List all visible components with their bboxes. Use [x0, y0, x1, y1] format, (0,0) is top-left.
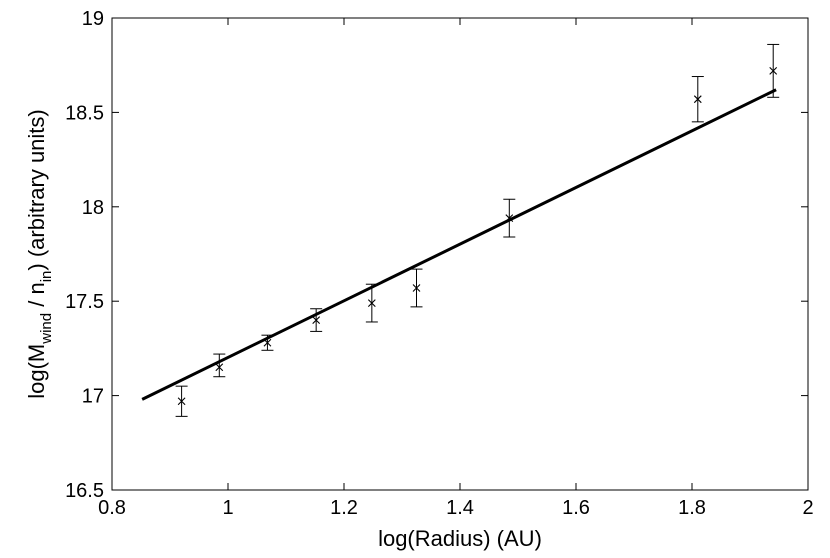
x-tick-labels: 0.8 1 1.2 1.4 1.6 1.8 2 [98, 497, 813, 519]
x-tick-label: 1.8 [678, 497, 706, 519]
y-tick-labels: 16.5 17 17.5 18 18.5 19 [65, 8, 104, 502]
marker-stroke [412, 284, 421, 292]
data-point-marker [312, 316, 321, 324]
marker-stroke [215, 363, 224, 372]
y-tick-label: 18 [82, 197, 104, 219]
plot-area [111, 17, 809, 491]
data-point-marker [367, 299, 376, 307]
data-point-marker [177, 397, 186, 406]
y-tick-label: 17.5 [65, 291, 104, 313]
y-axis-label-suffix: ) (arbitrary units) [24, 109, 49, 270]
x-tick-label: 1.4 [446, 497, 474, 519]
data-point-marker [769, 66, 778, 75]
marker-stroke [312, 316, 321, 324]
data-markers [177, 66, 778, 406]
y-axis-label-sub2: in [38, 271, 55, 283]
x-axis-label: log(Radius) (AU) [378, 526, 542, 551]
data-point-marker [215, 363, 224, 372]
marker-stroke [263, 338, 272, 347]
x-tick-label: 1.2 [330, 497, 358, 519]
y-axis-label-middle: / n [24, 282, 49, 313]
x-tick-label: 0.8 [98, 497, 126, 519]
x-tick-label: 1.6 [562, 497, 590, 519]
fit-line [141, 88, 777, 401]
data-point-marker [693, 95, 702, 104]
y-axis-label-sub1: wind [38, 313, 55, 345]
y-axis-label-prefix: log(M [24, 344, 49, 399]
x-tick-label: 1 [222, 497, 233, 519]
axis-ticks [111, 17, 809, 491]
y-tick-label: 18.5 [65, 102, 104, 124]
marker-stroke [769, 66, 778, 75]
marker-stroke [693, 95, 702, 104]
fit-line-path [141, 88, 777, 401]
y-tick-label: 17 [82, 386, 104, 408]
y-axis-label: log(Mwind / nin) (arbitrary units) [24, 109, 55, 399]
marker-stroke [177, 397, 186, 406]
marker-stroke [367, 299, 376, 307]
error-bars [175, 43, 780, 417]
y-tick-label: 19 [82, 8, 104, 30]
data-point-marker [412, 284, 421, 292]
y-tick-label: 16.5 [65, 480, 104, 502]
x-tick-label: 2 [802, 497, 813, 519]
